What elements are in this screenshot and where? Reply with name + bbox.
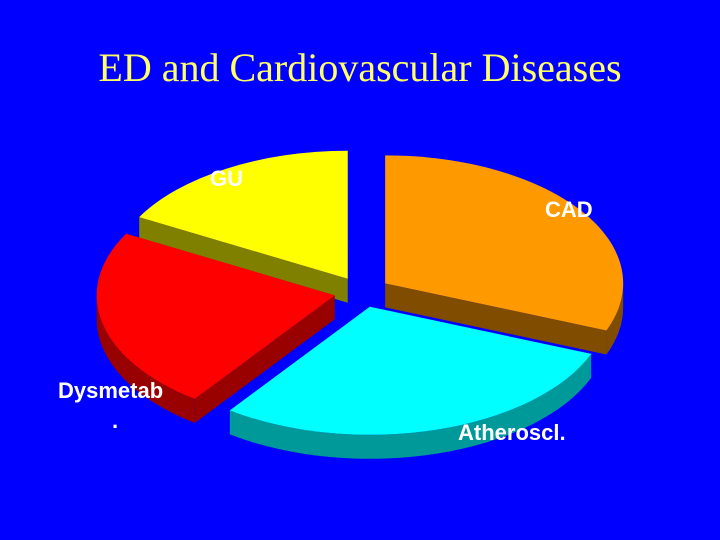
pie-slices — [96, 150, 624, 459]
slice-dysmetab — [96, 233, 335, 399]
slice-cad-side-0 — [606, 283, 624, 355]
slice-label-dysmetab-dot: . — [112, 408, 118, 433]
slice-atheroscl — [229, 306, 592, 435]
slice-dysmetab-radial-face-0 — [194, 295, 335, 423]
slice-atheroscl-side-0 — [229, 353, 592, 459]
slide-title: ED and Cardiovascular Diseases — [98, 45, 622, 90]
slice-dysmetab-side-0 — [96, 295, 195, 423]
slice-cad-radial-face-1 — [385, 283, 607, 355]
pie-labels: GU CAD Dysmetab . Atheroscl. — [58, 166, 593, 445]
slice-label-gu: GU — [210, 166, 243, 191]
slice-cad — [385, 155, 624, 331]
slice-label-cad: CAD — [545, 197, 593, 222]
slice-label-atheroscl: Atheroscl. — [458, 420, 566, 445]
slice-label-dysmetab: Dysmetab — [58, 378, 163, 403]
slice-gu-radial-face-0 — [139, 217, 348, 303]
slice-gu — [139, 150, 348, 279]
